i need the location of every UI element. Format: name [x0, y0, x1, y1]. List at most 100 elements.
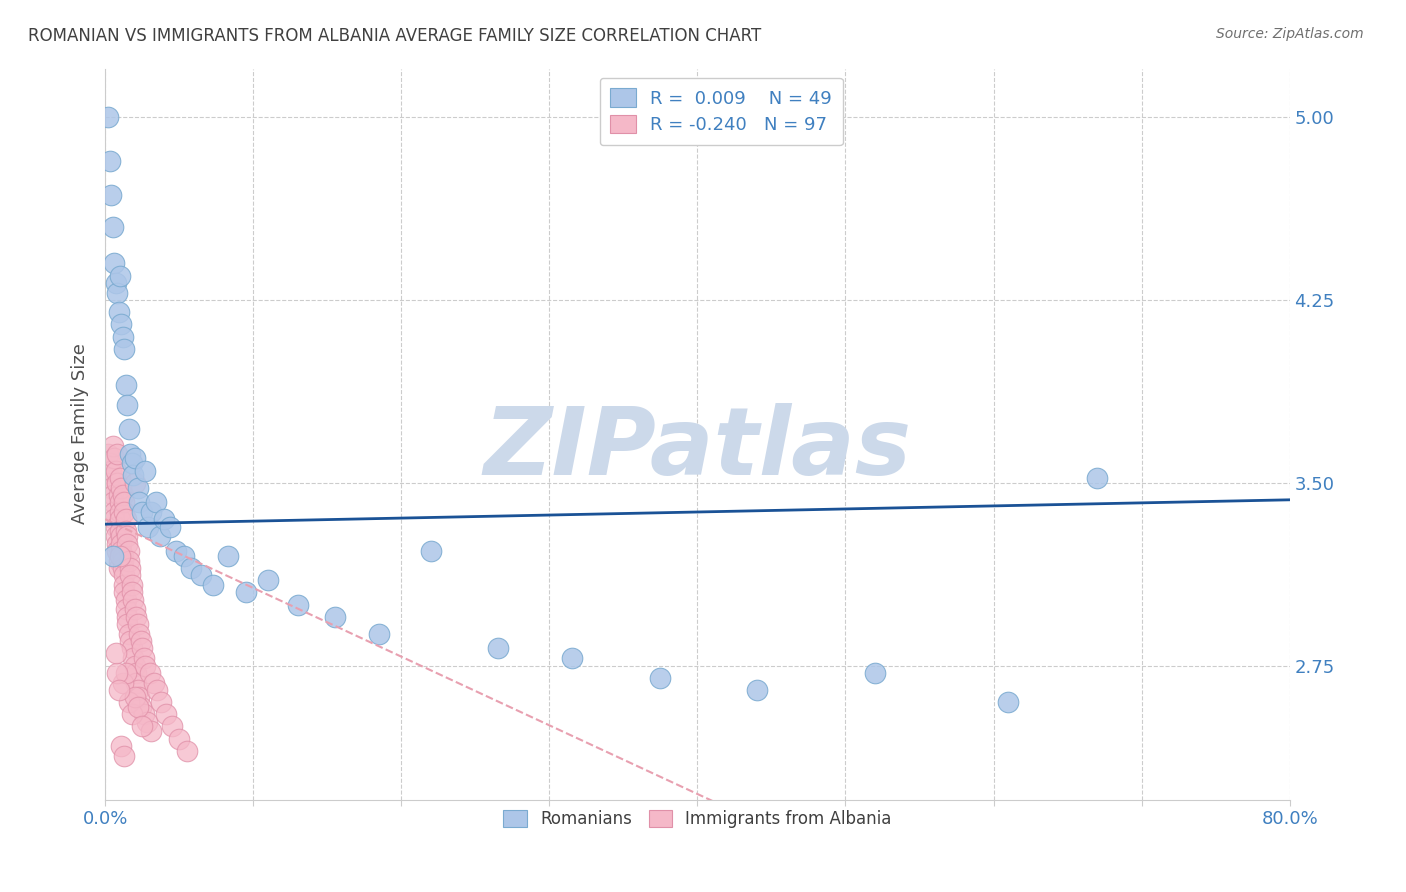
Point: [100, 464, 122, 478]
Point: [745, 682, 768, 697]
Point: [124, 451, 146, 466]
Point: [124, 475, 146, 490]
Point: [105, 475, 128, 490]
Point: [117, 398, 139, 412]
Point: [107, 305, 129, 319]
Point: [128, 495, 150, 509]
Point: [118, 695, 141, 709]
Point: [104, 529, 127, 543]
Point: [160, 719, 183, 733]
Point: [131, 505, 153, 519]
Point: [101, 219, 124, 234]
Point: [125, 665, 148, 680]
Point: [103, 256, 125, 270]
Point: [486, 641, 509, 656]
Point: [108, 505, 131, 519]
Point: [118, 554, 141, 568]
Point: [108, 471, 131, 485]
Text: Source: ZipAtlas.com: Source: ZipAtlas.com: [1216, 27, 1364, 41]
Point: [121, 578, 143, 592]
Point: [145, 495, 167, 509]
Point: [132, 651, 155, 665]
Point: [114, 495, 136, 509]
Point: [117, 529, 139, 543]
Point: [127, 617, 149, 632]
Point: [111, 554, 134, 568]
Point: [138, 665, 160, 680]
Point: [118, 422, 141, 436]
Point: [167, 731, 190, 746]
Point: [110, 739, 132, 753]
Point: [124, 690, 146, 705]
Point: [143, 675, 166, 690]
Point: [150, 695, 173, 709]
Point: [114, 748, 136, 763]
Point: [419, 544, 441, 558]
Point: [108, 268, 131, 283]
Point: [108, 524, 131, 539]
Point: [115, 512, 138, 526]
Point: [127, 682, 149, 697]
Point: [114, 342, 136, 356]
Point: [111, 549, 134, 563]
Legend: Romanians, Immigrants from Albania: Romanians, Immigrants from Albania: [496, 804, 898, 835]
Point: [127, 481, 149, 495]
Y-axis label: Average Family Size: Average Family Size: [72, 343, 89, 524]
Point: [104, 519, 127, 533]
Point: [127, 700, 149, 714]
Point: [120, 568, 142, 582]
Point: [120, 561, 142, 575]
Point: [257, 573, 280, 587]
Point: [190, 568, 212, 582]
Point: [134, 658, 156, 673]
Point: [107, 682, 129, 697]
Point: [368, 627, 391, 641]
Point: [104, 646, 127, 660]
Point: [121, 456, 143, 470]
Point: [104, 276, 127, 290]
Point: [98, 471, 121, 485]
Point: [110, 318, 132, 332]
Point: [107, 488, 129, 502]
Point: [122, 651, 145, 665]
Point: [131, 641, 153, 656]
Point: [111, 488, 134, 502]
Point: [139, 505, 162, 519]
Point: [111, 561, 134, 575]
Point: [97, 446, 120, 460]
Point: [98, 456, 121, 470]
Point: [105, 285, 128, 300]
Point: [103, 451, 125, 466]
Point: [107, 561, 129, 575]
Point: [165, 544, 187, 558]
Point: [287, 598, 309, 612]
Point: [108, 549, 131, 563]
Point: [122, 592, 145, 607]
Point: [122, 468, 145, 483]
Point: [110, 536, 132, 550]
Point: [97, 110, 120, 124]
Point: [323, 609, 346, 624]
Point: [115, 602, 138, 616]
Point: [159, 519, 181, 533]
Point: [101, 439, 124, 453]
Point: [98, 154, 121, 169]
Point: [120, 634, 142, 648]
Point: [114, 505, 136, 519]
Point: [103, 505, 125, 519]
Point: [131, 719, 153, 733]
Point: [117, 609, 139, 624]
Point: [108, 495, 131, 509]
Point: [101, 488, 124, 502]
Point: [104, 464, 127, 478]
Point: [110, 529, 132, 543]
Point: [180, 561, 202, 575]
Point: [110, 544, 132, 558]
Point: [115, 378, 138, 392]
Point: [202, 578, 225, 592]
Point: [176, 744, 198, 758]
Point: [129, 700, 152, 714]
Point: [124, 602, 146, 616]
Point: [105, 446, 128, 460]
Point: [111, 329, 134, 343]
